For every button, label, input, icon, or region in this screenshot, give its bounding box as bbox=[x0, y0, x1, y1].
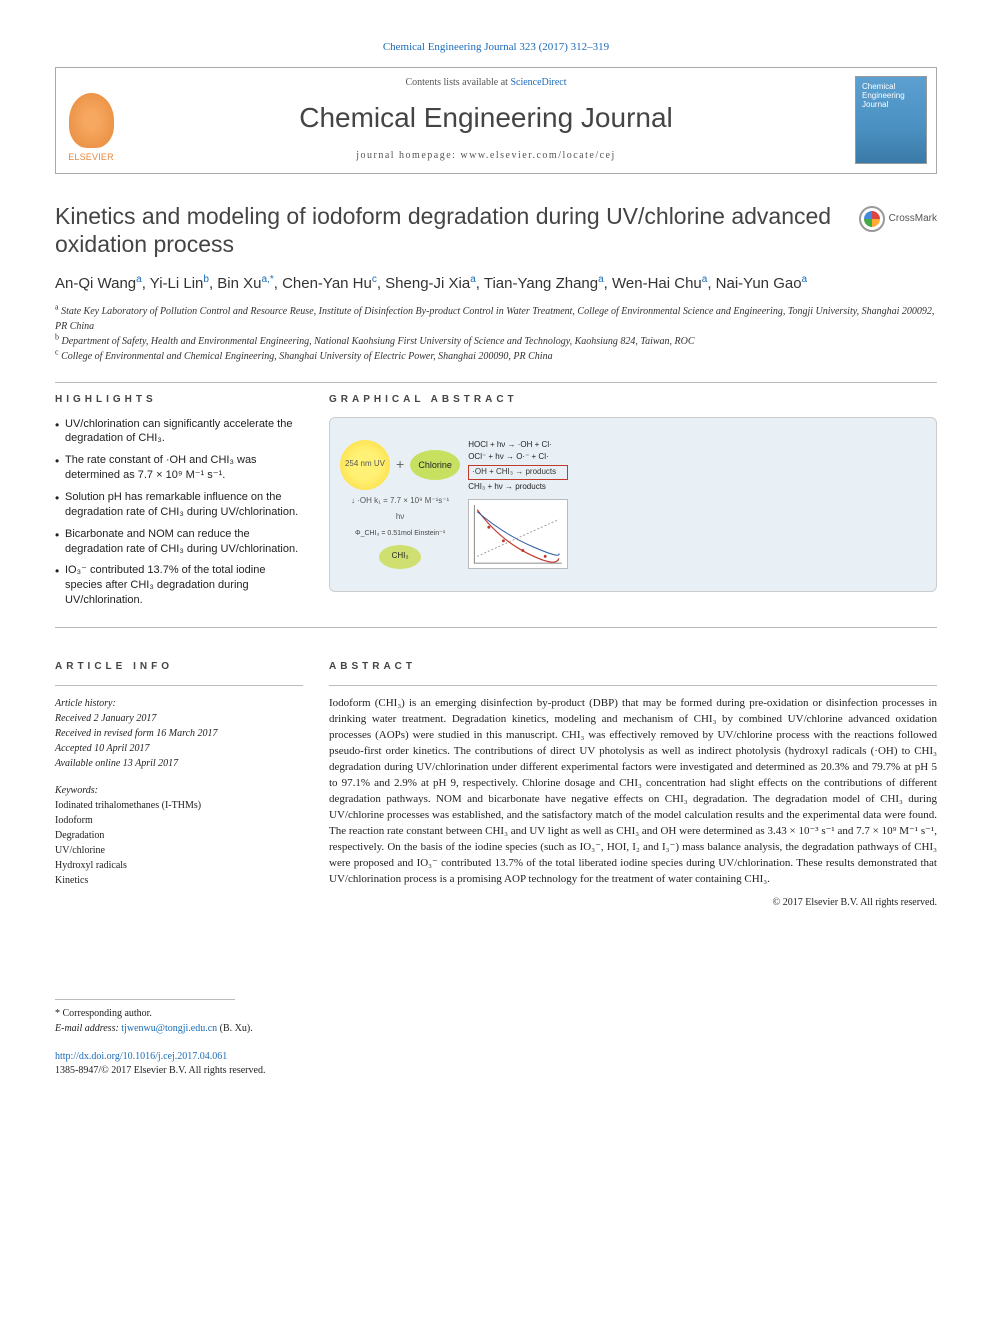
abstract-text: Iodoform (CHI₃) is an emerging disinfect… bbox=[329, 696, 937, 887]
graphical-abstract: 254 nm UV + Chlorine ↓ ·OH k₁ = 7.7 × 10… bbox=[329, 417, 937, 592]
chlorine-blob: Chlorine bbox=[410, 450, 460, 480]
affiliations: a State Key Laboratory of Pollution Cont… bbox=[55, 304, 937, 364]
elsevier-tree-icon bbox=[69, 93, 114, 148]
authors-list: An-Qi Wanga, Yi-Li Linb, Bin Xua,*, Chen… bbox=[55, 273, 937, 294]
journal-cover: Chemical Engineering Journal bbox=[846, 68, 936, 173]
uv-sun-icon: 254 nm UV bbox=[340, 440, 390, 490]
elsevier-text: ELSEVIER bbox=[68, 151, 114, 163]
cover-label: Chemical Engineering Journal bbox=[862, 83, 920, 109]
oh-arrow-label: ↓ ·OH k₁ = 7.7 × 10⁹ M⁻¹s⁻¹ bbox=[351, 496, 449, 507]
keyword-item: Iodinated trihalomethanes (I-THMs) bbox=[55, 798, 303, 813]
email-label: E-mail address: bbox=[55, 1023, 119, 1034]
keywords-label: Keywords: bbox=[55, 783, 303, 798]
eq4: CHI₃ + hν → products bbox=[468, 482, 568, 493]
eq3: ·OH + CHI₃ → products bbox=[468, 465, 568, 480]
keywords-list: Iodinated trihalomethanes (I-THMs)Iodofo… bbox=[55, 798, 303, 888]
contents-prefix: Contents lists available at bbox=[405, 77, 510, 88]
divider bbox=[55, 627, 937, 628]
abstract-heading: ABSTRACT bbox=[329, 660, 937, 674]
revised-date: Received in revised form 16 March 2017 bbox=[55, 726, 303, 741]
article-title: Kinetics and modeling of iodoform degrad… bbox=[55, 202, 859, 260]
highlight-item: Bicarbonate and NOM can reduce the degra… bbox=[55, 527, 303, 557]
sciencedirect-link[interactable]: ScienceDirect bbox=[510, 77, 566, 88]
cover-thumbnail: Chemical Engineering Journal bbox=[855, 76, 927, 164]
highlights-list: UV/chlorination can significantly accele… bbox=[55, 417, 303, 608]
issn-line: 1385-8947/© 2017 Elsevier B.V. All right… bbox=[55, 1064, 937, 1078]
highlight-item: Solution pH has remarkable influence on … bbox=[55, 490, 303, 520]
journal-header: ELSEVIER Contents lists available at Sci… bbox=[55, 67, 937, 174]
eq1: HOCl + hν → ·OH + Cl· bbox=[468, 440, 568, 451]
divider bbox=[329, 685, 937, 686]
affiliation-line: c College of Environmental and Chemical … bbox=[55, 349, 937, 364]
journal-title: Chemical Engineering Journal bbox=[136, 99, 836, 137]
crossmark-icon bbox=[859, 206, 885, 232]
email-link[interactable]: tjwenwu@tongji.edu.cn bbox=[121, 1023, 217, 1034]
header-center: Contents lists available at ScienceDirec… bbox=[126, 68, 846, 173]
accepted-date: Accepted 10 April 2017 bbox=[55, 741, 303, 756]
journal-homepage: journal homepage: www.elsevier.com/locat… bbox=[136, 149, 836, 163]
article-info-heading: ARTICLE INFO bbox=[55, 660, 303, 674]
article-history: Article history: Received 2 January 2017… bbox=[55, 696, 303, 771]
highlights-heading: HIGHLIGHTS bbox=[55, 393, 303, 407]
received-date: Received 2 January 2017 bbox=[55, 711, 303, 726]
footnote-rule bbox=[55, 999, 235, 1000]
affiliation-line: a State Key Laboratory of Pollution Cont… bbox=[55, 304, 937, 334]
highlight-item: The rate constant of ·OH and CHI₃ was de… bbox=[55, 453, 303, 483]
ga-equations: HOCl + hν → ·OH + Cl· OCl⁻ + hν → O·⁻ + … bbox=[468, 440, 568, 569]
copyright: © 2017 Elsevier B.V. All rights reserved… bbox=[329, 896, 937, 910]
graphical-abstract-heading: GRAPHICAL ABSTRACT bbox=[329, 393, 937, 407]
doi-link[interactable]: http://dx.doi.org/10.1016/j.cej.2017.04.… bbox=[55, 1050, 937, 1064]
chi3-blob: CHI₃ bbox=[379, 545, 421, 569]
eq2: OCl⁻ + hν → O·⁻ + Cl· bbox=[468, 452, 568, 463]
divider bbox=[55, 685, 303, 686]
citation-line: Chemical Engineering Journal 323 (2017) … bbox=[55, 40, 937, 55]
keyword-item: Hydroxyl radicals bbox=[55, 858, 303, 873]
affiliation-line: b Department of Safety, Health and Envir… bbox=[55, 334, 937, 349]
corr-mark: * Corresponding author. bbox=[55, 1006, 937, 1021]
keyword-item: Iodoform bbox=[55, 813, 303, 828]
keyword-item: UV/chlorine bbox=[55, 843, 303, 858]
keyword-item: Degradation bbox=[55, 828, 303, 843]
corresponding-author: * Corresponding author. E-mail address: … bbox=[55, 1006, 937, 1036]
ga-mini-chart bbox=[468, 499, 568, 569]
hv-label: hν bbox=[396, 512, 404, 523]
email-who: (B. Xu). bbox=[220, 1023, 253, 1034]
highlight-item: IO₃⁻ contributed 13.7% of the total iodi… bbox=[55, 563, 303, 608]
keywords-block: Keywords: Iodinated trihalomethanes (I-T… bbox=[55, 783, 303, 888]
online-date: Available online 13 April 2017 bbox=[55, 756, 303, 771]
quantum-yield: Φ_CHI₃ = 0.51mol Einstein⁻¹ bbox=[355, 529, 445, 538]
crossmark-badge[interactable]: CrossMark bbox=[859, 206, 937, 232]
history-label: Article history: bbox=[55, 696, 303, 711]
crossmark-label: CrossMark bbox=[889, 212, 937, 226]
plus-icon: + bbox=[396, 455, 404, 474]
divider bbox=[55, 382, 937, 383]
keyword-item: Kinetics bbox=[55, 873, 303, 888]
highlight-item: UV/chlorination can significantly accele… bbox=[55, 417, 303, 447]
elsevier-logo: ELSEVIER bbox=[56, 68, 126, 173]
contents-available: Contents lists available at ScienceDirec… bbox=[136, 76, 836, 90]
